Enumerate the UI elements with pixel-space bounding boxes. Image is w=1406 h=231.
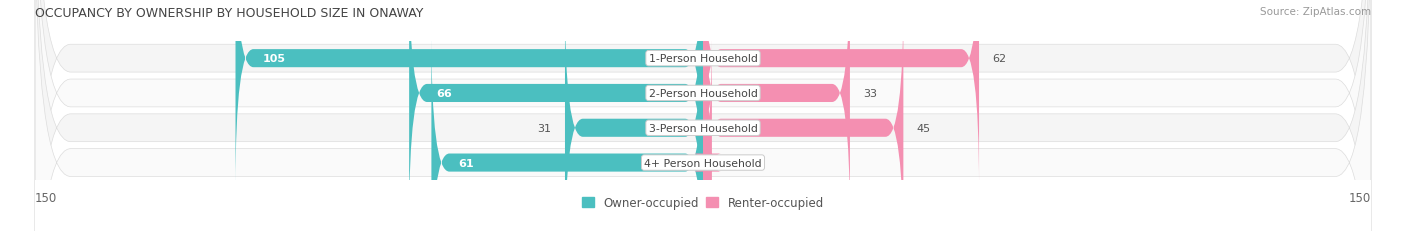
Text: 61: 61	[458, 158, 474, 168]
Text: 31: 31	[537, 123, 551, 133]
Text: 1-Person Household: 1-Person Household	[648, 54, 758, 64]
Text: 2-Person Household: 2-Person Household	[648, 88, 758, 99]
FancyBboxPatch shape	[35, 0, 1371, 231]
Text: 4+ Person Household: 4+ Person Household	[644, 158, 762, 168]
Text: 33: 33	[863, 88, 877, 99]
Text: OCCUPANCY BY OWNERSHIP BY HOUSEHOLD SIZE IN ONAWAY: OCCUPANCY BY OWNERSHIP BY HOUSEHOLD SIZE…	[35, 7, 423, 20]
FancyBboxPatch shape	[235, 0, 703, 188]
Text: 150: 150	[35, 191, 58, 204]
FancyBboxPatch shape	[565, 0, 703, 231]
Text: 45: 45	[917, 123, 931, 133]
Text: Source: ZipAtlas.com: Source: ZipAtlas.com	[1260, 7, 1371, 17]
FancyBboxPatch shape	[409, 0, 703, 223]
Text: 66: 66	[436, 88, 451, 99]
Text: 2: 2	[725, 158, 733, 168]
FancyBboxPatch shape	[432, 33, 703, 231]
Text: 62: 62	[993, 54, 1007, 64]
Text: 105: 105	[262, 54, 285, 64]
FancyBboxPatch shape	[695, 33, 721, 231]
Text: 3-Person Household: 3-Person Household	[648, 123, 758, 133]
FancyBboxPatch shape	[35, 0, 1371, 231]
Legend: Owner-occupied, Renter-occupied: Owner-occupied, Renter-occupied	[578, 192, 828, 214]
FancyBboxPatch shape	[703, 0, 849, 223]
FancyBboxPatch shape	[35, 0, 1371, 231]
FancyBboxPatch shape	[703, 0, 903, 231]
Text: 150: 150	[1348, 191, 1371, 204]
FancyBboxPatch shape	[703, 0, 979, 188]
FancyBboxPatch shape	[35, 0, 1371, 231]
